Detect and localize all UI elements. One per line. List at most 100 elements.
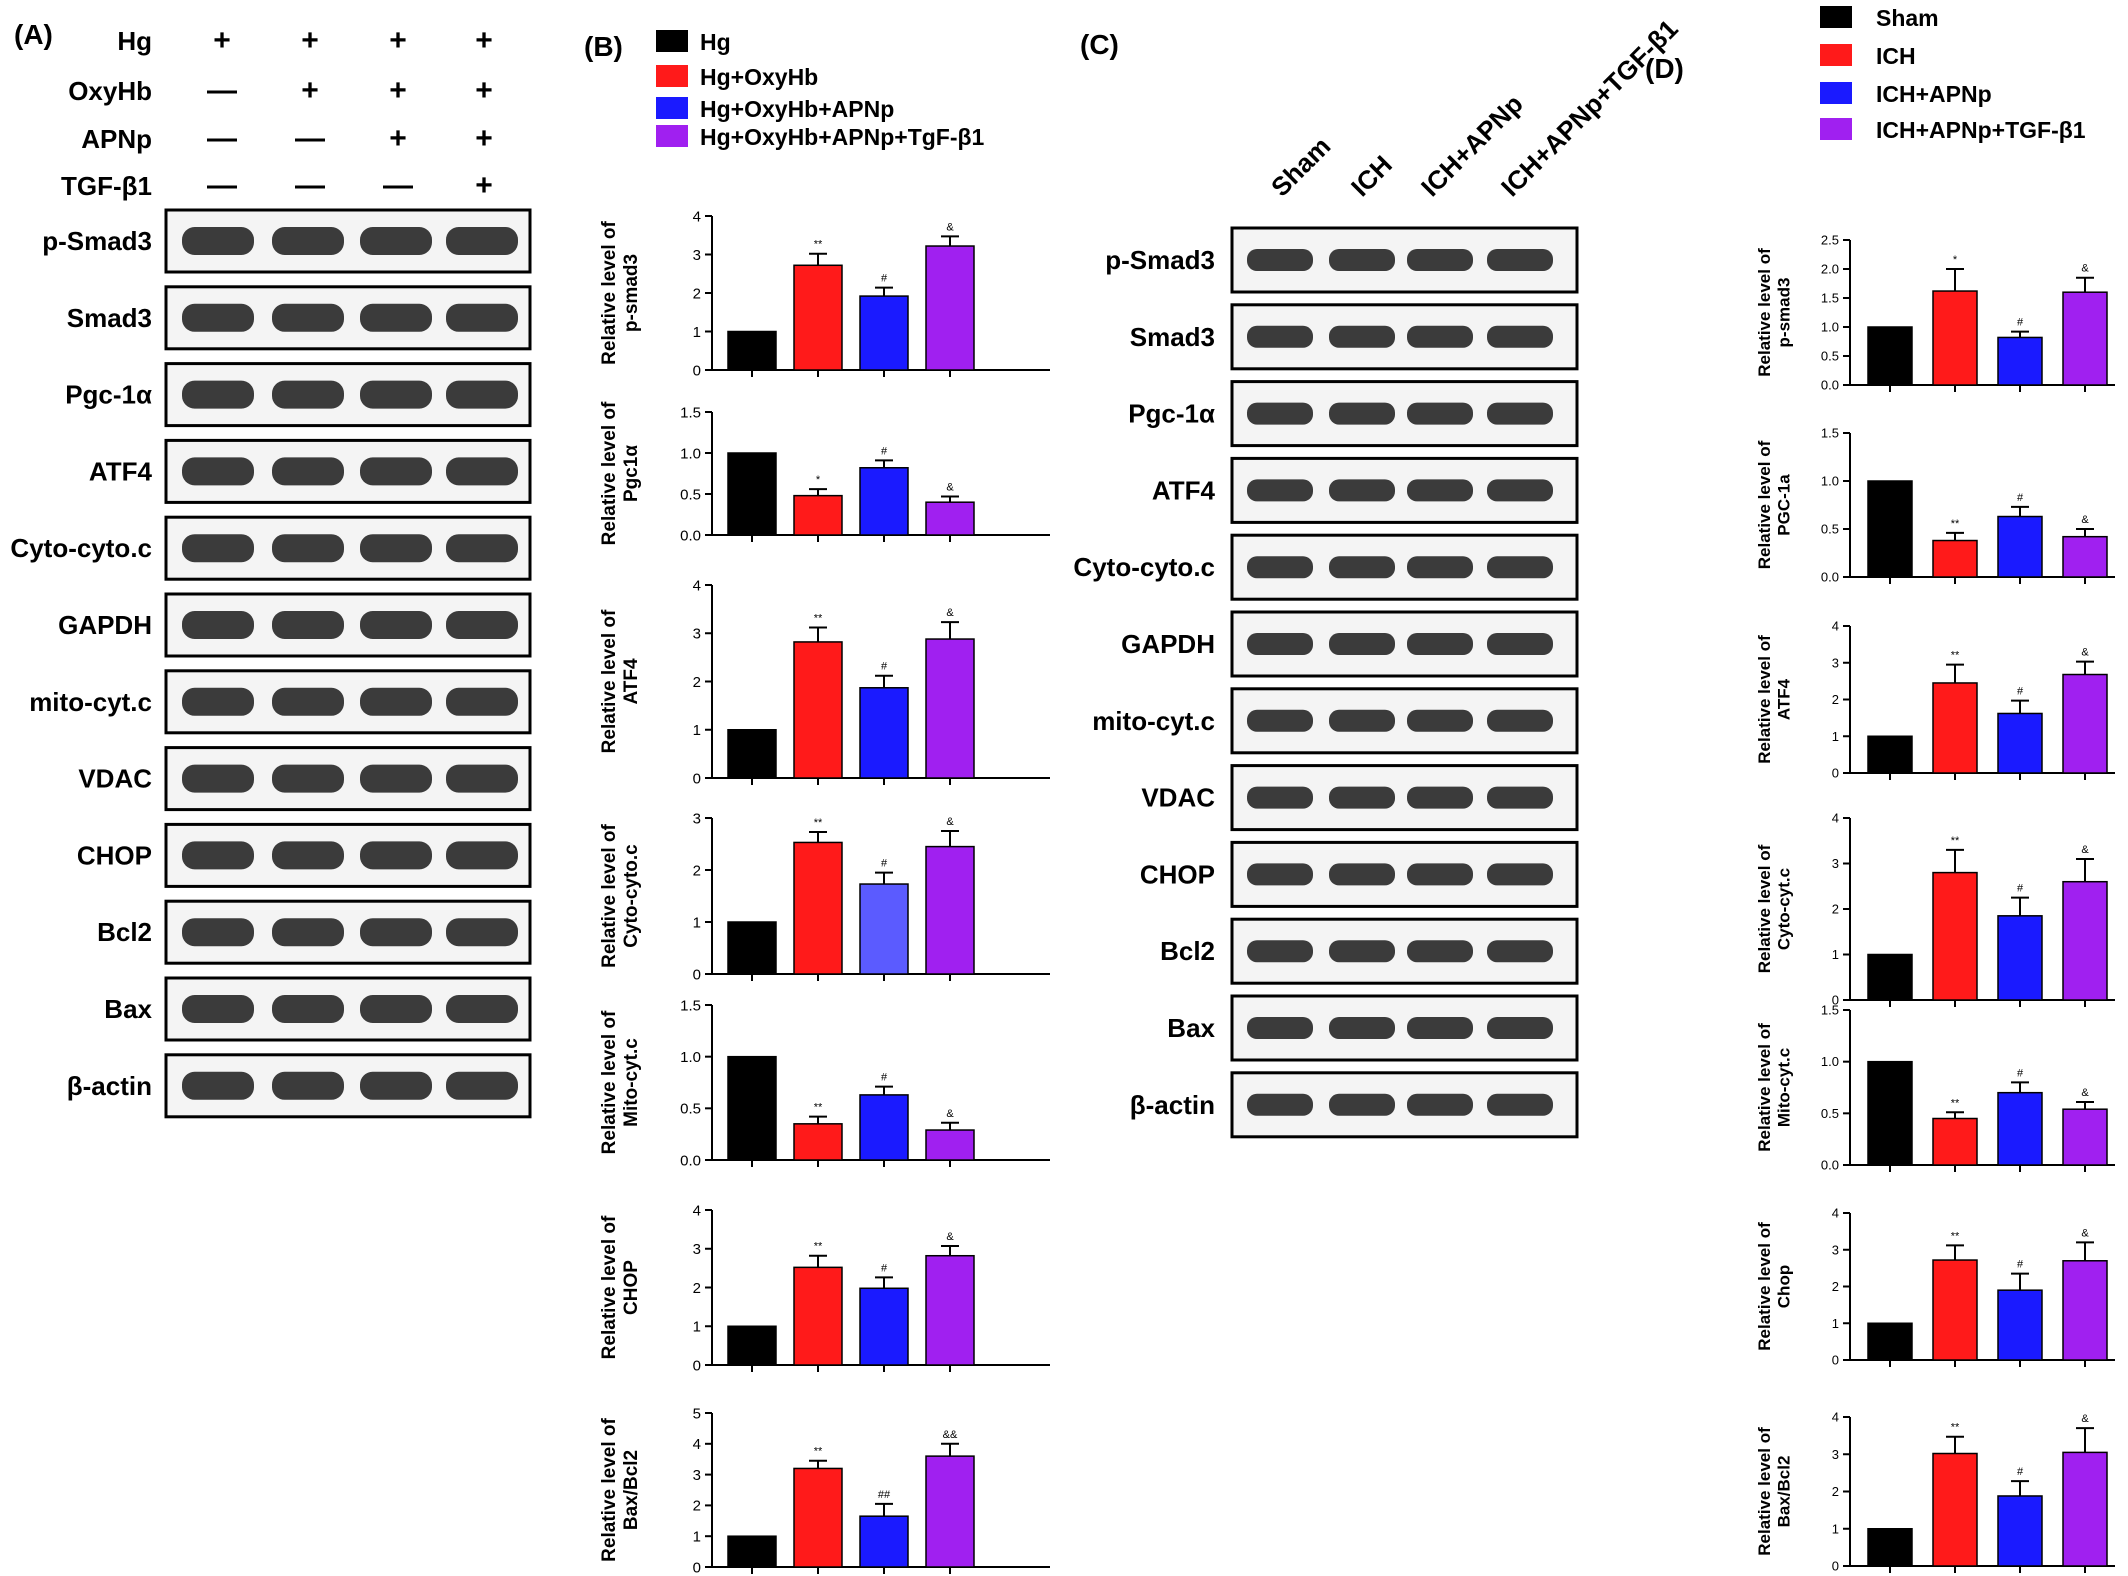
significance-mark: ## (878, 1489, 891, 1501)
y-tick-label: 0 (1832, 1353, 1839, 1368)
blot-band-bcl2-lane4 (1487, 940, 1553, 963)
chart-d-cyto-cyt-c: 0 1 2 3 4 Relative level ofCyto-cyt.c ** # & (1755, 811, 2115, 1008)
y-tick-label: 0 (1832, 1559, 1839, 1574)
blot-band-mito-cyt-c-lane4 (446, 687, 518, 716)
significance-mark: # (2017, 1259, 2024, 1271)
bar-ich (1932, 1117, 1978, 1166)
y-tick-label: 1 (1832, 1316, 1839, 1331)
significance-mark: & (2081, 1413, 2089, 1425)
y-axis-label: Relative level ofMito-cyt.c (599, 1010, 642, 1154)
y-axis-label-line: Relative level of (1755, 1427, 1774, 1556)
blot-band-p-smad3-lane3 (1407, 249, 1473, 271)
blot-band-bax-lane3 (1407, 1017, 1473, 1039)
y-axis-label-line: Relative level of (599, 401, 620, 545)
blot-band-bax-lane1 (182, 995, 254, 1023)
bar-ich-apnp-tgf-1 (2062, 880, 2108, 1001)
y-tick-label: 1.0 (1821, 1054, 1839, 1069)
y-tick-label: 0 (693, 1559, 701, 1576)
bar-ich (1932, 539, 1978, 578)
blot-band-vdac-lane3 (360, 764, 432, 793)
legend-swatch-sham (1820, 6, 1852, 28)
blot-band-bax-lane2 (272, 995, 344, 1023)
chart-d-mito-cyt-c: 0.0 0.5 1.0 1.5 Relative level ofMito-cyt.c *… (1755, 1003, 2115, 1173)
bar-hg (727, 1055, 777, 1161)
bar-ich-apnp (1997, 1495, 2043, 1567)
blot-band-mito-cyt-c-lane1 (1247, 709, 1313, 732)
blot-band-p-smad3-lane4 (446, 227, 518, 255)
y-tick-label: 0.5 (680, 486, 701, 503)
y-tick-label: 4 (1832, 619, 1839, 634)
bar-hg-oxyhb-apnp (859, 883, 909, 975)
blot-band-cyto-cyto-c-lane1 (1247, 556, 1313, 579)
blot-label-vdac: VDAC (1141, 783, 1215, 813)
y-axis-label-line: Relative level of (599, 1215, 620, 1359)
bar-hg-oxyhb-apnp (859, 467, 909, 536)
y-tick-label: 1.5 (1821, 426, 1839, 441)
blot-band-p-smad3-lane2 (272, 227, 344, 255)
blot-band-gapdh-lane1 (182, 611, 254, 639)
bar-ich-apnp (1997, 712, 2043, 774)
blot-band-cyto-cyto-c-lane1 (182, 534, 254, 563)
y-axis-label: Relative level ofPgc1α (599, 401, 642, 545)
y-tick-label: 2.5 (1821, 233, 1839, 248)
significance-mark: # (881, 1262, 888, 1274)
y-axis-label: Relative level ofATF4 (1755, 635, 1794, 764)
y-tick-label: 0 (693, 362, 701, 379)
y-axis-label: Relative level ofATF4 (599, 609, 642, 753)
significance-mark: # (2017, 686, 2024, 698)
significance-mark: & (2081, 844, 2089, 856)
blot-band-actin-lane3 (360, 1071, 432, 1100)
panel-c-blots: p-Smad3 Smad3 Pgc-1α ATF4 Cyto-cyto.c GAPDH mi… (1073, 226, 1579, 1139)
blot-band-pgc-1-lane4 (446, 380, 518, 409)
legend-text-ich-apnp: ICH+APNp (1876, 81, 1992, 107)
blot-label-chop: CHOP (77, 840, 152, 870)
y-tick-label: 3 (1832, 1242, 1839, 1257)
y-axis-label-line: Cyto-cyto.c (621, 844, 642, 948)
significance-mark: & (946, 1231, 954, 1243)
legend-text-hg-oxyhb-apnp: Hg+OxyHb+APNp (700, 96, 894, 122)
blot-band-bcl2-lane1 (182, 918, 254, 947)
legend-swatch-ich-apnp-tgfb1 (1820, 118, 1852, 140)
y-tick-label: 1 (693, 1528, 701, 1545)
bar-hg (727, 330, 777, 371)
y-tick-label: 0.0 (1821, 378, 1839, 393)
blot-band-pgc-1-lane3 (1407, 402, 1473, 425)
blot-band-p-smad3-lane1 (182, 227, 254, 255)
panel-b-legend: Hg Hg+OxyHb Hg+OxyHb+APNp Hg+OxyHb+APNp+… (656, 29, 985, 150)
bar-hg-oxyhb (793, 841, 843, 975)
blot-band-bcl2-lane2 (1329, 940, 1395, 963)
blot-label-gapdh: GAPDH (58, 610, 152, 640)
bar-sham (1867, 735, 1913, 774)
y-tick-label: 2 (1832, 1279, 1839, 1294)
blot-band-actin-lane4 (446, 1071, 518, 1100)
bar-hg-oxyhb-apnp (859, 295, 909, 371)
panel-a-treatments: Hg OxyHb APNp TGF-β1 + + + + — + + + — — + + — — — + (61, 24, 493, 202)
blot-band-gapdh-lane4 (446, 611, 518, 639)
bar-sham (1867, 1528, 1913, 1567)
y-axis-label-line: ATF4 (1775, 678, 1794, 720)
y-tick-label: 5 (693, 1405, 701, 1422)
chart-b-cyto-cyto-c: 0 1 2 3 Relative level ofCyto-cyto.c ** # & (599, 810, 1050, 983)
bar-ich (1932, 290, 1978, 386)
legend-swatch-hg-oxyhb (656, 65, 688, 87)
y-tick-label: 1.0 (1821, 474, 1839, 489)
blot-band-cyto-cyto-c-lane4 (446, 534, 518, 563)
panel-a-blots: p-Smad3 Smad3 Pgc-1α ATF4 Cyto-cyto.c GAPDH mi… (10, 208, 532, 1119)
y-tick-label: 2 (693, 1498, 701, 1515)
panel-c-lane-labels: Sham ICH ICH+APNp ICH+APNp+TGF-β1 (1265, 14, 1684, 203)
chart-d-chop: 0 1 2 3 4 Relative level ofChop ** # & (1755, 1206, 2115, 1368)
significance-mark: * (816, 474, 821, 486)
y-tick-label: 0.5 (680, 1101, 701, 1118)
y-tick-label: 2 (1832, 1484, 1839, 1499)
significance-mark: ** (814, 612, 823, 624)
blot-band-bcl2-lane3 (1407, 940, 1473, 963)
treatment-mark-oxyhb-lane4: + (475, 74, 493, 107)
chart-b-mito-cyt-c: 0.0 0.5 1.0 1.5 Relative level ofMito-cyt.c *… (599, 997, 1050, 1169)
significance-mark: & (2081, 514, 2089, 526)
panel-c-label: (C) (1080, 29, 1119, 60)
legend-text-hg-oxyhb-apnp-tgfb1: Hg+OxyHb+APNp+TgF-β1 (700, 124, 985, 150)
y-axis-label-line: Relative level of (1755, 1023, 1774, 1152)
bar-sham (1867, 953, 1913, 1001)
significance-mark: ** (814, 239, 823, 251)
